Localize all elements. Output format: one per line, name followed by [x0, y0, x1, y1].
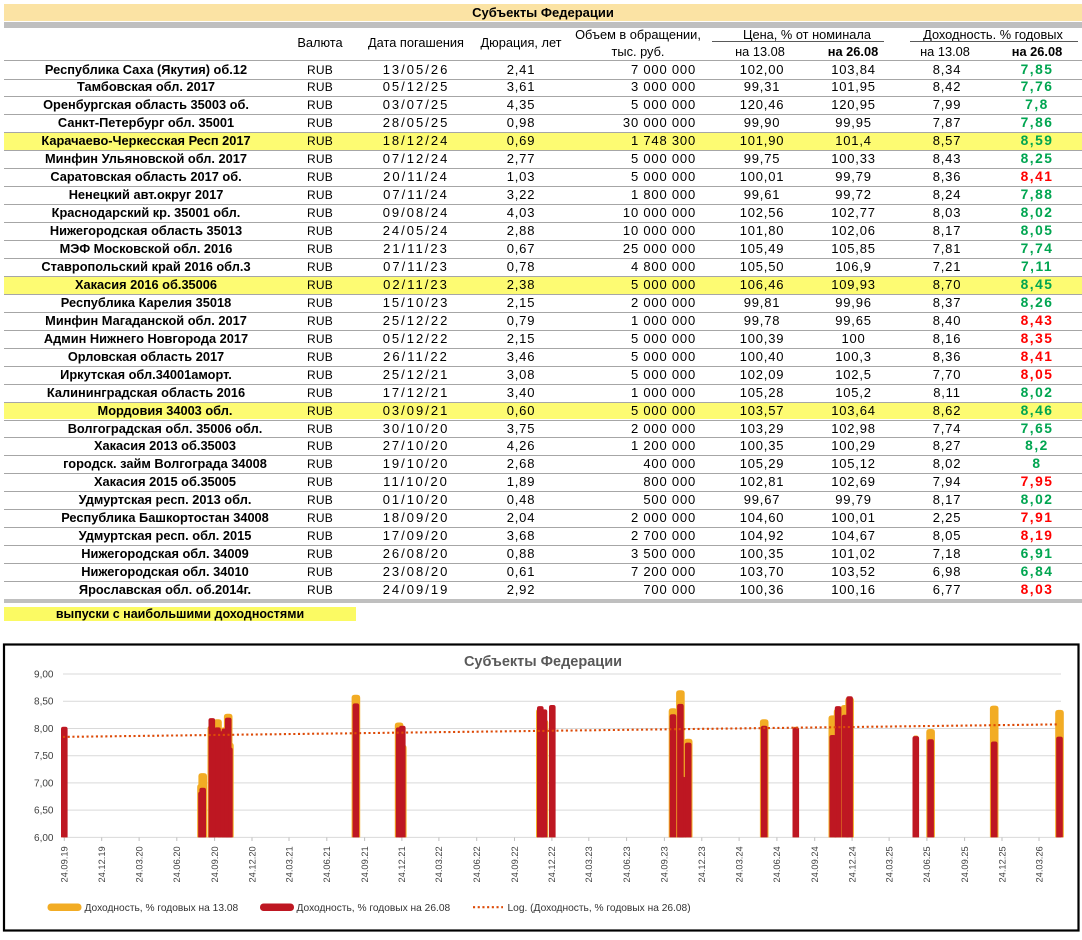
svg-text:24.06.25: 24.06.25 [922, 846, 932, 882]
svg-text:24.12.20: 24.12.20 [247, 846, 257, 882]
svg-text:24.03.20: 24.03.20 [134, 846, 144, 882]
svg-text:24.09.19: 24.09.19 [60, 846, 70, 882]
svg-text:24.09.22: 24.09.22 [510, 846, 520, 882]
svg-text:6,50: 6,50 [34, 806, 54, 817]
svg-text:Доходность, % годовых на 26.08: Доходность, % годовых на 26.08 [297, 903, 451, 914]
svg-text:7,00: 7,00 [34, 778, 54, 789]
svg-text:9,00: 9,00 [34, 669, 54, 680]
svg-text:24.06.24: 24.06.24 [772, 846, 782, 882]
svg-text:24.09.20: 24.09.20 [210, 846, 220, 882]
svg-text:Доходность, % годовых на 13.08: Доходность, % годовых на 13.08 [85, 903, 239, 914]
svg-text:24.09.21: 24.09.21 [360, 846, 370, 882]
svg-text:24.06.21: 24.06.21 [322, 846, 332, 882]
svg-text:24.09.23: 24.09.23 [660, 846, 670, 882]
svg-text:7,50: 7,50 [34, 751, 54, 762]
svg-text:24.03.24: 24.03.24 [734, 846, 744, 882]
svg-text:8,00: 8,00 [34, 724, 54, 735]
svg-text:24.03.21: 24.03.21 [284, 846, 294, 882]
svg-text:24.12.22: 24.12.22 [547, 846, 557, 882]
svg-text:24.09.24: 24.09.24 [810, 846, 820, 882]
svg-text:24.03.22: 24.03.22 [434, 846, 444, 882]
svg-text:24.06.20: 24.06.20 [172, 846, 182, 882]
svg-text:Log. (Доходность, % годовых на: Log. (Доходность, % годовых на 26.08) [508, 903, 691, 914]
svg-text:24.03.23: 24.03.23 [584, 846, 594, 882]
svg-text:24.12.19: 24.12.19 [97, 846, 107, 882]
svg-text:24.03.26: 24.03.26 [1034, 846, 1044, 882]
svg-text:24.12.25: 24.12.25 [997, 846, 1007, 882]
svg-text:24.12.24: 24.12.24 [847, 846, 857, 882]
svg-text:24.12.23: 24.12.23 [697, 846, 707, 882]
svg-text:24.09.25: 24.09.25 [960, 846, 970, 882]
svg-text:24.06.23: 24.06.23 [622, 846, 632, 882]
svg-text:24.06.22: 24.06.22 [472, 846, 482, 882]
svg-text:8,50: 8,50 [34, 697, 54, 708]
svg-text:6,00: 6,00 [34, 833, 54, 844]
svg-text:24.12.21: 24.12.21 [397, 846, 407, 882]
svg-text:24.03.25: 24.03.25 [884, 846, 894, 882]
svg-text:Субъекты Федерации: Субъекты Федерации [464, 654, 622, 670]
